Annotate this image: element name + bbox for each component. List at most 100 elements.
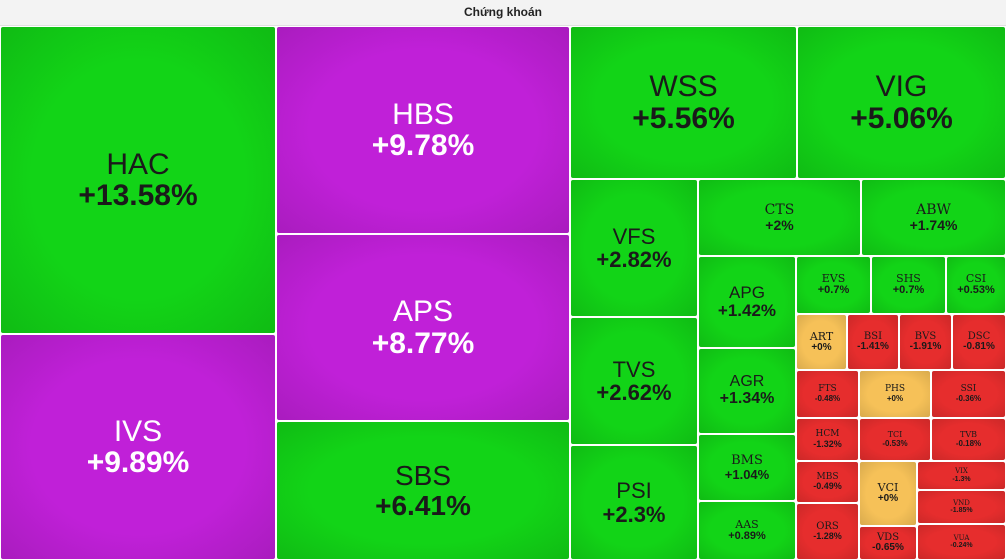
tile-bsi[interactable]: BSI -1.41%	[847, 314, 899, 370]
tile-symbol: TVB	[960, 430, 977, 440]
tile-change: +1.04%	[724, 466, 770, 482]
tile-symbol: ABW	[916, 201, 951, 218]
tile-fts[interactable]: FTS -0.48%	[796, 370, 859, 418]
tile-symbol: DSC	[967, 330, 991, 342]
tile-change: +0%	[877, 493, 899, 505]
tile-aps[interactable]: APS +8.77%	[276, 234, 570, 421]
tile-change: -0.18%	[955, 438, 982, 448]
tile-ors[interactable]: ORS -1.28%	[796, 503, 859, 560]
tile-shs[interactable]: SHS +0.7%	[871, 256, 946, 314]
tile-change: +0.7%	[817, 284, 850, 296]
tile-change: +2.82%	[596, 247, 672, 272]
tile-change: +2.3%	[602, 501, 666, 527]
tile-symbol: WSS	[649, 70, 718, 103]
tile-symbol: VDS	[876, 531, 900, 543]
tile-change: -1.91%	[909, 341, 942, 352]
tile-symbol: VND	[953, 498, 970, 507]
tile-change: -0.48%	[814, 393, 841, 403]
chart-title: Chứng khoán	[0, 0, 1006, 26]
tile-symbol: FTS	[818, 384, 837, 395]
tile-vfs[interactable]: VFS +2.82%	[570, 179, 698, 317]
tile-symbol: ART	[809, 329, 834, 343]
tile-vci[interactable]: VCI +0%	[859, 461, 917, 526]
tile-change: +2.62%	[596, 380, 672, 405]
tile-cts[interactable]: CTS +2%	[698, 179, 861, 256]
tile-change: -0.36%	[955, 393, 982, 403]
tile-hcm[interactable]: HCM -1.32%	[796, 418, 859, 461]
tile-change: -1.85%	[950, 507, 973, 514]
tile-bms[interactable]: BMS +1.04%	[698, 434, 796, 501]
tile-symbol: AAS	[735, 517, 759, 531]
tile-symbol: AGR	[729, 373, 765, 391]
tile-vnd[interactable]: VND -1.85%	[917, 490, 1006, 524]
tile-change: -1.3%	[952, 475, 971, 483]
tile-change: -1.32%	[813, 438, 842, 449]
tile-apg[interactable]: APG +1.42%	[698, 256, 796, 348]
treemap: HAC +13.58% IVS +9.89% HBS +9.78% APS +8.77% SBS…	[0, 26, 1006, 560]
tile-change: +13.58%	[78, 179, 198, 212]
tile-symbol: PSI	[616, 478, 652, 504]
tile-dsc[interactable]: DSC -0.81%	[952, 314, 1006, 370]
tile-symbol: TVS	[612, 356, 656, 382]
tile-change: +5.06%	[850, 101, 953, 135]
tile-change: +1.42%	[717, 301, 777, 320]
tile-wss[interactable]: WSS +5.56%	[570, 26, 797, 179]
tile-symbol: APG	[729, 283, 765, 303]
tile-symbol: CTS	[764, 201, 795, 218]
tile-symbol: BMS	[731, 452, 763, 468]
tile-hbs[interactable]: HBS +9.78%	[276, 26, 570, 234]
tile-evs[interactable]: EVS +0.7%	[796, 256, 871, 314]
tile-art[interactable]: ART +0%	[796, 314, 847, 370]
tile-psi[interactable]: PSI +2.3%	[570, 445, 698, 560]
tile-change: +9.89%	[86, 446, 190, 479]
tile-symbol: SHS	[896, 272, 921, 286]
tile-ssi[interactable]: SSI -0.36%	[931, 370, 1006, 418]
tile-change: +2%	[765, 216, 794, 233]
tile-change: +8.77%	[371, 326, 475, 360]
tile-change: +0%	[811, 341, 832, 353]
tile-mbs[interactable]: MBS -0.49%	[796, 461, 859, 503]
tile-sbs[interactable]: SBS +6.41%	[276, 421, 570, 560]
tile-bvs[interactable]: BVS -1.91%	[899, 314, 952, 370]
tile-vua[interactable]: VUA -0.24%	[917, 524, 1006, 560]
tile-change: +0.89%	[728, 529, 766, 542]
tile-hac[interactable]: HAC +13.58%	[0, 26, 276, 334]
tile-change: -1.28%	[813, 531, 842, 542]
tile-symbol: SBS	[394, 460, 452, 492]
tile-symbol: EVS	[821, 272, 846, 286]
tile-symbol: VCI	[877, 481, 899, 495]
tile-change: +5.56%	[632, 101, 735, 135]
tile-ivs[interactable]: IVS +9.89%	[0, 334, 276, 560]
tile-change: -1.41%	[857, 341, 889, 352]
tile-vix[interactable]: VIX -1.3%	[917, 461, 1006, 490]
tile-symbol: VIG	[875, 70, 928, 103]
tile-aas[interactable]: AAS +0.89%	[698, 501, 796, 560]
tile-csi[interactable]: CSI +0.53%	[946, 256, 1006, 314]
tile-abw[interactable]: ABW +1.74%	[861, 179, 1006, 256]
tile-change: +0.7%	[892, 284, 925, 296]
tile-symbol: PHS	[884, 384, 906, 395]
tile-change: -0.24%	[950, 542, 973, 549]
tile-vds[interactable]: VDS -0.65%	[859, 526, 917, 560]
tile-symbol: BSI	[863, 330, 883, 342]
tile-symbol: BVS	[914, 330, 937, 342]
tile-symbol: VFS	[612, 223, 656, 249]
tile-agr[interactable]: AGR +1.34%	[698, 348, 796, 434]
tile-tvb[interactable]: TVB -0.18%	[931, 418, 1006, 461]
tile-symbol: VUA	[953, 533, 970, 542]
tile-phs[interactable]: PHS +0%	[859, 370, 931, 418]
tile-tvs[interactable]: TVS +2.62%	[570, 317, 698, 445]
tile-symbol: MBS	[816, 471, 839, 482]
tile-change: +1.74%	[909, 216, 958, 233]
tile-change: +0%	[886, 393, 904, 403]
tile-tci[interactable]: TCI -0.53%	[859, 418, 931, 461]
tile-change: +0.53%	[957, 284, 995, 296]
tile-change: +9.78%	[371, 129, 475, 162]
tile-symbol: IVS	[113, 414, 163, 448]
tile-change: -0.53%	[882, 438, 908, 448]
tile-symbol: ORS	[816, 520, 839, 532]
tile-symbol: APS	[392, 295, 454, 328]
tile-vig[interactable]: VIG +5.06%	[797, 26, 1006, 179]
tile-symbol: VIX	[955, 467, 968, 476]
tile-symbol: CSI	[965, 272, 987, 286]
